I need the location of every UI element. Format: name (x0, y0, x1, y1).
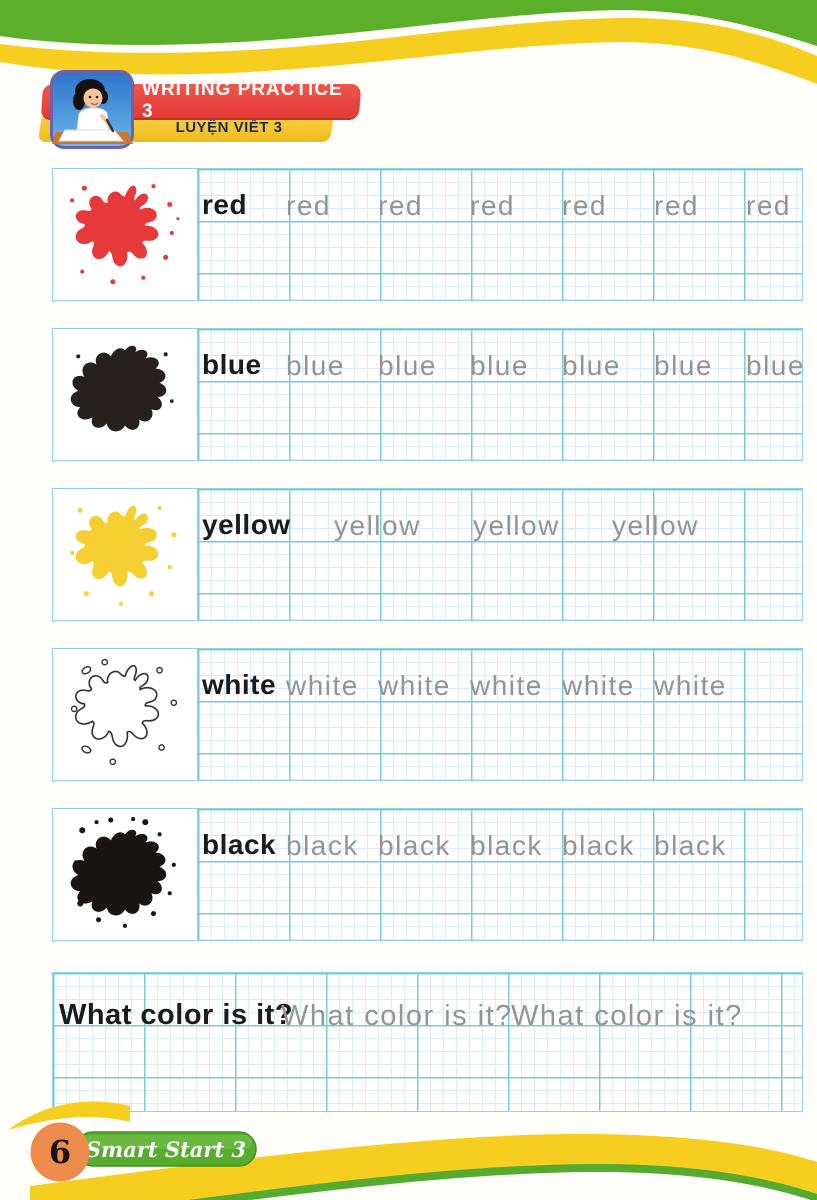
yellow-wave (0, 17, 817, 85)
trace-word: red (378, 190, 423, 221)
trace-word: What color is it? (281, 1000, 513, 1032)
yellow-wave-band (30, 1133, 817, 1200)
brand-name: Smart Start 3 (86, 1137, 246, 1162)
trace-word: red (286, 190, 331, 221)
red-paint-splat-icon (53, 169, 198, 300)
sentence-practice-section: What color is it? What color is it? What … (52, 972, 803, 1112)
black-paint-splat-icon (53, 809, 198, 940)
practice-row-red: red red red red red red red (52, 168, 803, 301)
practice-word: red (202, 189, 248, 220)
top-wave-decoration (0, 0, 817, 85)
trace-word: red (470, 190, 515, 221)
white-paint-splat-icon (53, 649, 198, 780)
trace-word: yellow (612, 510, 699, 541)
trace-word: red (654, 190, 699, 221)
writing-grid: black black black black black black (198, 809, 802, 940)
practice-row-yellow: yellow yellow yellow yellow (52, 488, 803, 621)
trace-word: blue (286, 350, 345, 381)
practice-row-white: white white white white white white (52, 648, 803, 781)
trace-word: black (470, 830, 543, 861)
brand-pill-highlight (80, 1135, 252, 1149)
yellow-paint-splat-icon (53, 489, 198, 620)
trace-word: yellow (473, 510, 560, 541)
writing-grid: yellow yellow yellow yellow (198, 489, 802, 620)
writing-grid: blue blue blue blue blue blue blue (198, 329, 802, 460)
page-number: 6 (49, 1133, 71, 1171)
trace-word: white (654, 670, 727, 701)
yellow-swoosh-tail (8, 1101, 130, 1130)
trace-word: blue (654, 350, 713, 381)
girl-writing-icon (50, 70, 134, 149)
blue-paint-splat-icon (53, 329, 198, 460)
practice-row-blue: blue blue blue blue blue blue blue (52, 328, 803, 461)
trace-word: blue (562, 350, 621, 381)
writing-grid: red red red red red red red (198, 169, 802, 300)
practice-word: yellow (202, 509, 291, 540)
writing-grid: white white white white white white (198, 649, 802, 780)
trace-word: blue (378, 350, 437, 381)
trace-word: white (562, 670, 635, 701)
green-wave (0, 0, 817, 46)
trace-word: red (562, 190, 607, 221)
trace-word: white (286, 670, 359, 701)
trace-word: white (470, 670, 543, 701)
trace-word: What color is it? (511, 1000, 743, 1032)
page-number-circle (30, 1122, 90, 1182)
footer-decoration: Smart Start 3 6 (8, 1101, 817, 1200)
trace-word: yellow (334, 510, 421, 541)
practice-word: white (202, 669, 277, 700)
practice-sentence: What color is it? (59, 999, 294, 1031)
trace-word: white (378, 670, 451, 701)
practice-word: blue (202, 349, 262, 380)
trace-word: black (562, 830, 635, 861)
trace-word: red (746, 190, 791, 221)
trace-word: black (378, 830, 451, 861)
practice-word: black (202, 829, 277, 860)
practice-row-black: black black black black black black (52, 808, 803, 941)
page-title: WRITING PRACTICE 3 (142, 79, 343, 122)
trace-word: blue (746, 350, 802, 381)
trace-word: black (654, 830, 727, 861)
trace-word: blue (470, 350, 529, 381)
trace-word: black (286, 830, 359, 861)
